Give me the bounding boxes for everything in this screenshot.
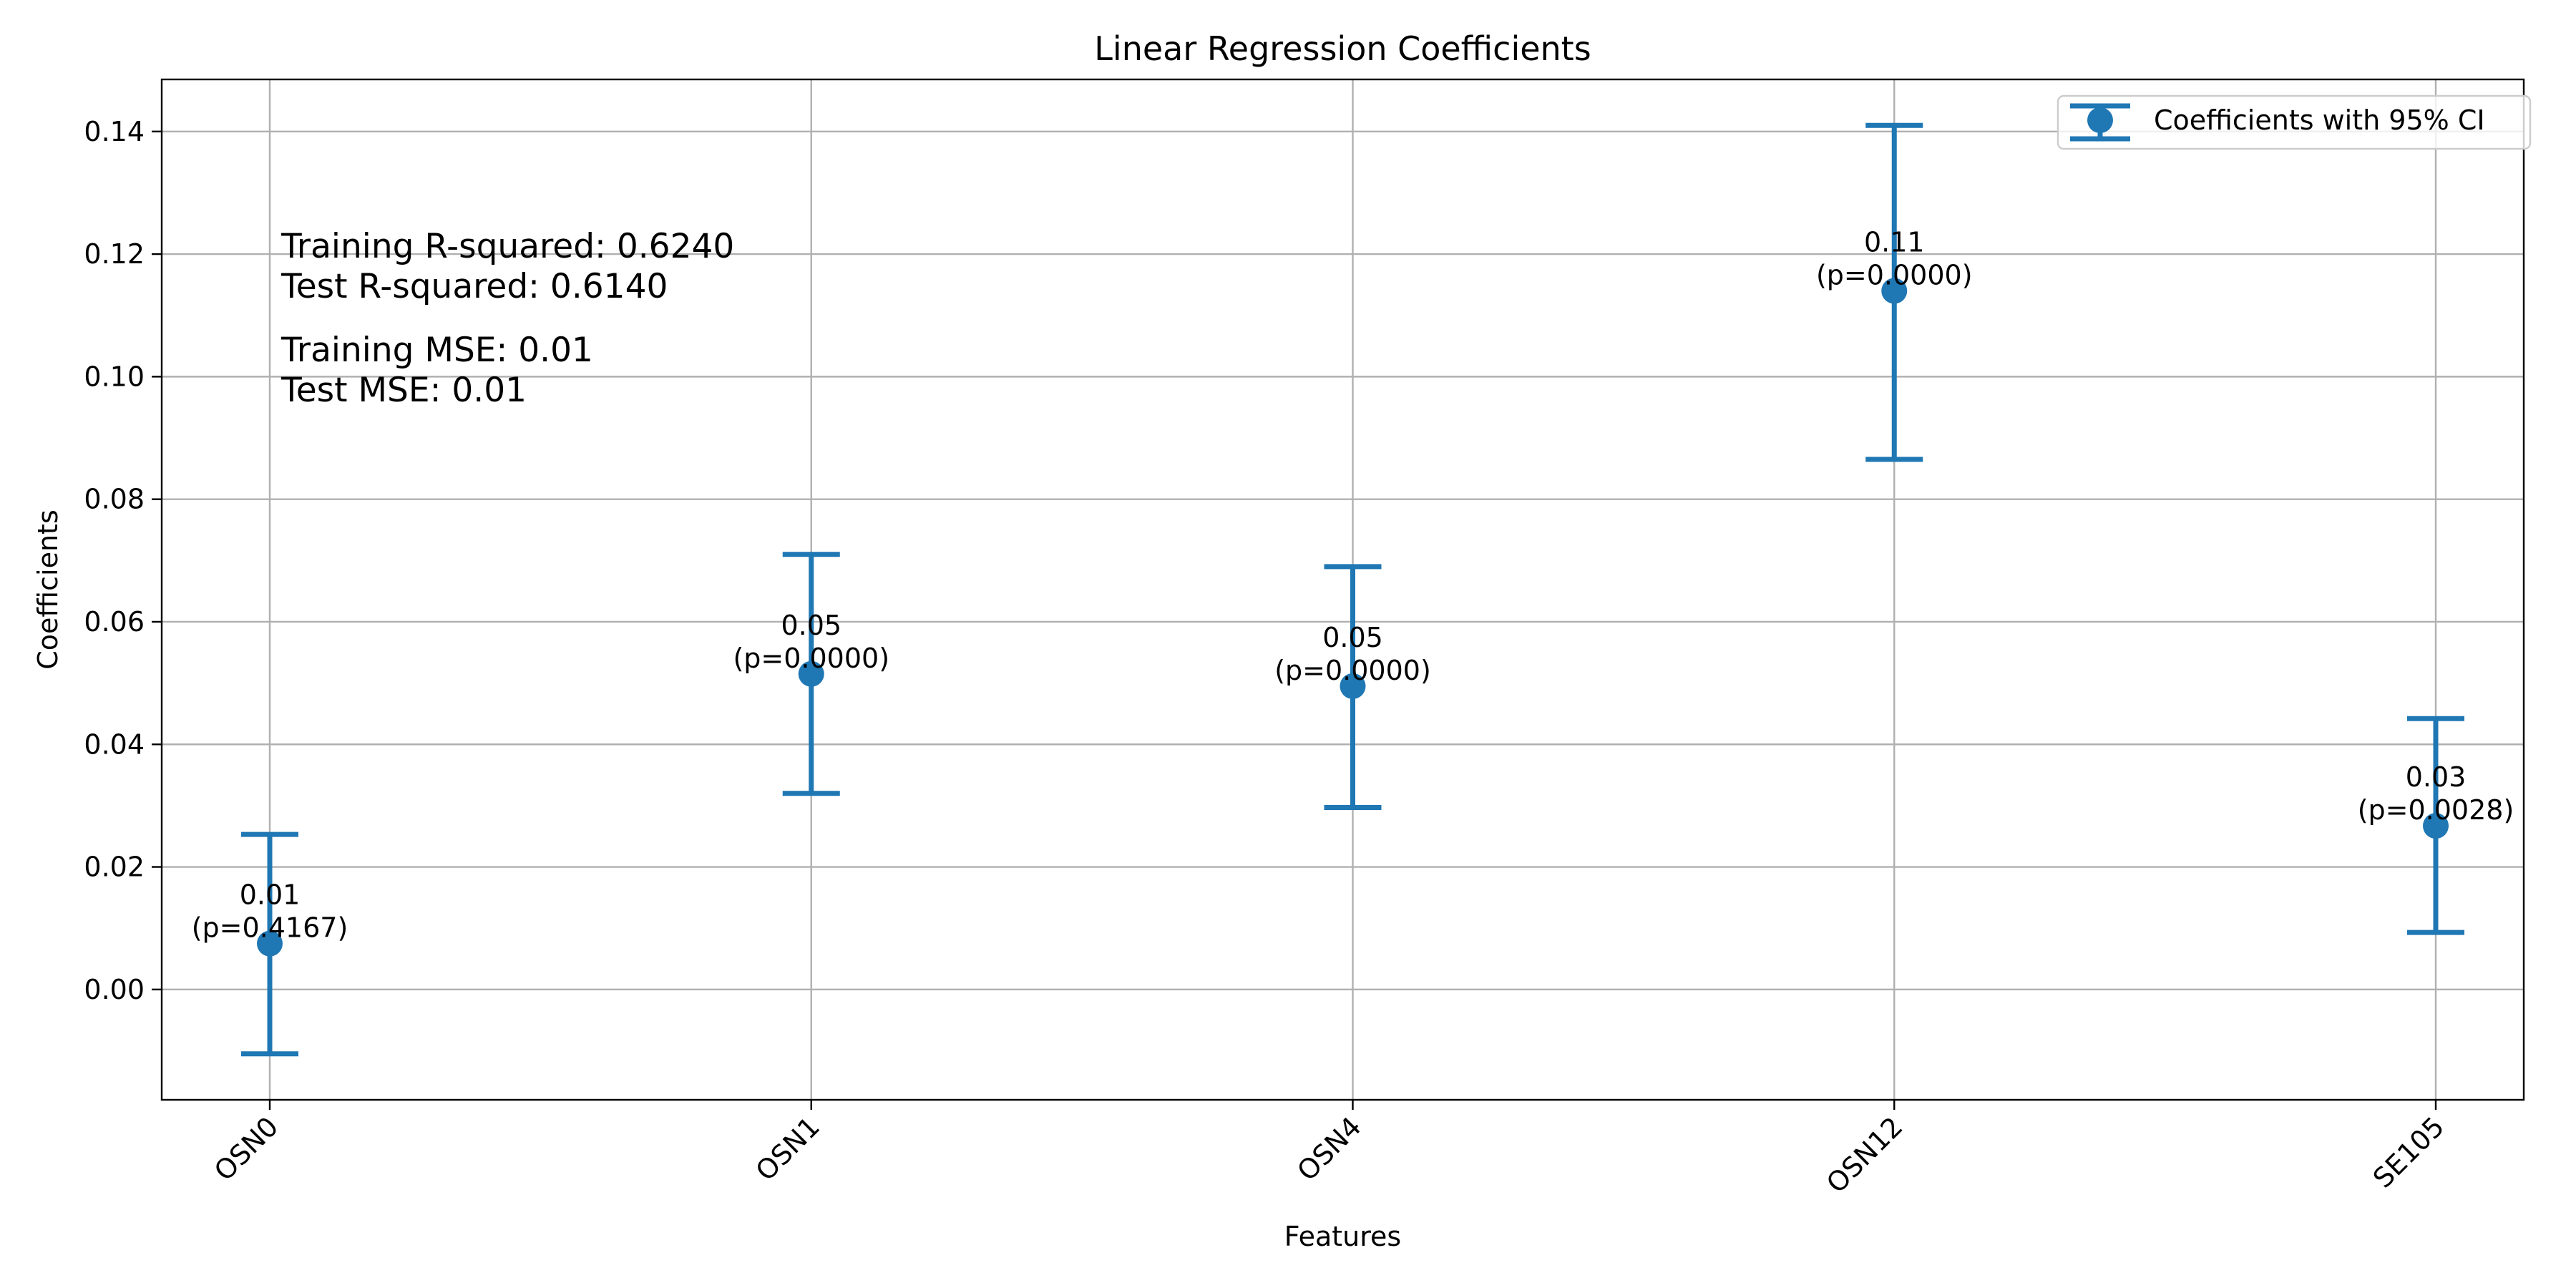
data-label-p-osn1: (p=0.0000)	[733, 643, 889, 674]
data-label-value-osn0: 0.01	[240, 879, 301, 911]
data-label-p-osn12: (p=0.0000)	[1816, 259, 1973, 291]
y-tick-label: 0.14	[84, 116, 145, 147]
legend: Coefficients with 95% CI	[2057, 94, 2532, 150]
model-stats: Training R-squared: 0.6240 Test R-square…	[280, 227, 734, 410]
data-point-osn0	[257, 930, 283, 957]
test-mse-text: Test MSE: 0.01	[280, 371, 527, 410]
legend-marker	[2087, 107, 2113, 133]
y-tick-label: 0.00	[84, 974, 145, 1005]
data-label-value-osn4: 0.05	[1322, 622, 1383, 653]
y-tick-label: 0.02	[84, 852, 145, 883]
data-label-value-osn1: 0.05	[781, 610, 841, 641]
y-tick-label: 0.10	[84, 361, 145, 392]
axes-frame	[160, 78, 2525, 1101]
data-point-osn4	[1340, 673, 1366, 699]
x-axis-label: Features	[1284, 1221, 1401, 1252]
data-label-value-se105: 0.03	[2406, 761, 2467, 793]
test-r2-text: Test R-squared: 0.6140	[280, 267, 668, 306]
plot-area: 0.01(p=0.4167)0.05(p=0.0000)0.05(p=0.000…	[192, 122, 2514, 1057]
legend-label: Coefficients with 95% CI	[2154, 104, 2485, 136]
y-axis-label: Coefficients	[32, 509, 64, 670]
legend-box	[2057, 94, 2532, 150]
y-tick-label: 0.12	[84, 238, 145, 270]
data-point-osn1	[798, 660, 824, 687]
data-label-p-se105: (p=0.0028)	[2358, 794, 2514, 826]
chart-title: Linear Regression Coefficients	[1094, 29, 1591, 68]
y-tick-label: 0.06	[84, 606, 145, 638]
training-mse-text: Training MSE: 0.01	[280, 331, 593, 370]
training-r2-text: Training R-squared: 0.6240	[280, 227, 734, 266]
y-tick-label: 0.08	[84, 484, 145, 515]
data-label-p-osn0: (p=0.4167)	[192, 912, 348, 944]
data-point-se105	[2423, 813, 2449, 839]
data-point-osn12	[1881, 278, 1908, 304]
data-label-p-osn4: (p=0.0000)	[1274, 655, 1431, 686]
data-label-value-osn12: 0.11	[1864, 226, 1925, 258]
y-tick-label: 0.04	[84, 728, 145, 760]
